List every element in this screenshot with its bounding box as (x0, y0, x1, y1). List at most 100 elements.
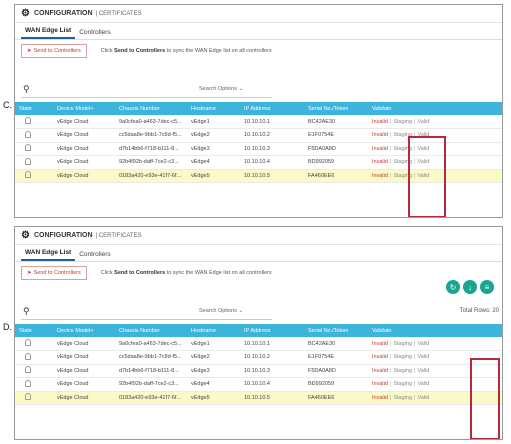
send-icon: ➤ (27, 270, 32, 276)
table-row[interactable]: vEdge Cloud 0183a420-e93e-41f7-6f... vEdge… (15, 169, 502, 183)
validate-valid-option[interactable]: Valid (417, 340, 430, 347)
validate-staging-option[interactable]: Staging (393, 354, 412, 361)
validate-valid-option[interactable]: Valid (417, 145, 430, 152)
hint-pre: Click (100, 48, 115, 54)
validate-valid-option[interactable]: Valid (417, 381, 430, 388)
option-c-panel: ⚙ CONFIGURATION | CERTIFICATES WAN Edge … (14, 4, 503, 218)
chassis-number-cell: d7b14bb6-f718-b111-8... (115, 142, 187, 156)
menu-icon[interactable]: ≡ (480, 280, 494, 294)
table-row[interactable]: vEdge Cloud cc5daa8e-9bb1-7c9d-f5... vEdge… (15, 350, 502, 365)
validate-valid-option[interactable]: Valid (417, 132, 430, 139)
tab-wan-edge-list[interactable]: WAN Edge List (21, 27, 76, 39)
validate-invalid-option[interactable]: Invalid (372, 381, 388, 388)
tab-controllers[interactable]: Controllers (79, 29, 111, 36)
table-row[interactable]: vEdge Cloud d7b14bb6-f718-b111-8... vEdge3… (15, 142, 502, 156)
col-hostname[interactable]: Hostname (187, 324, 240, 337)
validate-invalid-option[interactable]: Invalid (372, 340, 388, 347)
search-options-dropdown[interactable]: Search Options ⌄ (199, 86, 244, 92)
validate-valid-option[interactable]: Valid (417, 118, 430, 125)
download-icon[interactable]: ↓ (463, 280, 477, 294)
search-options-label: Search Options (199, 86, 237, 92)
col-ip-address[interactable]: IP Address (240, 324, 304, 337)
table-row[interactable]: vEdge Cloud 0183a420-e93e-41f7-6f... vEdge… (15, 391, 502, 405)
validate-staging-option[interactable]: Staging (393, 172, 412, 179)
hostname-cell: vEdge5 (187, 169, 240, 183)
table-row[interactable]: vEdge Cloud 9a0cfea0-a463-7dec-c5... vEdge… (15, 115, 502, 129)
search-input[interactable]: ⚲ (21, 306, 272, 320)
validate-staging-option[interactable]: Staging (393, 340, 412, 347)
validate-staging-option[interactable]: Staging (393, 145, 412, 152)
search-options-dropdown[interactable]: Search Options ⌄ (199, 308, 244, 314)
lightbulb-icon (25, 339, 31, 346)
validate-invalid-option[interactable]: Invalid (372, 394, 388, 401)
validate-valid-option[interactable]: Valid (417, 367, 430, 374)
validate-valid-option[interactable]: Valid (417, 354, 430, 361)
col-device-model[interactable]: Device Model+ (53, 102, 115, 115)
validate-staging-option[interactable]: Staging (393, 118, 412, 125)
table-row[interactable]: vEdge Cloud cc5daa8e-9bb1-7c9d-f5... vEdge… (15, 128, 502, 143)
lightbulb-icon (25, 144, 31, 152)
option-letter-c: C. (3, 100, 12, 110)
col-validate[interactable]: Validate (368, 324, 502, 337)
tab-bar: WAN Edge List Controllers (15, 245, 502, 262)
page-title: CONFIGURATION (33, 232, 93, 239)
option-d-panel: ⚙ CONFIGURATION | CERTIFICATES WAN Edge … (14, 226, 503, 440)
search-input[interactable]: ⚲ (21, 84, 272, 98)
hostname-cell: vEdge4 (187, 155, 240, 170)
col-ip-address[interactable]: IP Address (240, 102, 304, 115)
toolbar: ➤ Send to Controllers Click Send to Contr… (15, 40, 502, 62)
col-device-model[interactable]: Device Model+ (53, 324, 115, 337)
validate-staging-option[interactable]: Staging (393, 132, 412, 139)
chassis-number-cell: 0183a420-e93e-41f7-6f... (115, 169, 187, 183)
validate-separator: | (389, 340, 392, 347)
tab-wan-edge-list[interactable]: WAN Edge List (21, 249, 76, 261)
send-icon: ➤ (27, 48, 32, 54)
validate-staging-option[interactable]: Staging (393, 367, 412, 374)
col-hostname[interactable]: Hostname (187, 102, 240, 115)
validate-valid-option[interactable]: Valid (417, 172, 430, 179)
send-to-controllers-button[interactable]: ➤ Send to Controllers (21, 266, 87, 280)
tab-controllers[interactable]: Controllers (79, 251, 111, 258)
hostname-cell: vEdge2 (187, 128, 240, 143)
serial-token-cell: FA460EE6 (304, 169, 368, 183)
col-serial-token[interactable]: Serial No./Token (304, 102, 368, 115)
lightbulb-icon (25, 352, 31, 360)
col-validate[interactable]: Validate (368, 102, 502, 115)
validate-invalid-option[interactable]: Invalid (372, 145, 388, 152)
serial-token-cell: F5DA0A8D (304, 142, 368, 156)
validate-invalid-option[interactable]: Invalid (372, 354, 388, 361)
col-chassis-number[interactable]: Chassis Number (115, 324, 187, 337)
hostname-cell: vEdge3 (187, 142, 240, 156)
validate-invalid-option[interactable]: Invalid (372, 118, 388, 125)
validate-valid-option[interactable]: Valid (417, 159, 430, 166)
send-button-label: Send to Controllers (33, 270, 81, 276)
validate-cell: Invalid | Staging | Valid (368, 128, 502, 143)
validate-invalid-option[interactable]: Invalid (372, 172, 388, 179)
validate-separator: | (414, 172, 416, 179)
lightbulb-icon (25, 171, 31, 179)
validate-staging-option[interactable]: Staging (393, 381, 412, 388)
ip-address-cell: 10.10.10.3 (240, 364, 304, 378)
table-row[interactable]: vEdge Cloud 9a0cfea0-a463-7dec-c5... vEdge… (15, 337, 502, 351)
validate-staging-option[interactable]: Staging (393, 394, 412, 401)
col-state[interactable]: State (15, 102, 53, 115)
validate-invalid-option[interactable]: Invalid (372, 367, 388, 374)
col-chassis-number[interactable]: Chassis Number (115, 102, 187, 115)
validate-invalid-option[interactable]: Invalid (372, 132, 388, 139)
validate-staging-option[interactable]: Staging (393, 159, 412, 166)
col-serial-token[interactable]: Serial No./Token (304, 324, 368, 337)
table-row[interactable]: vEdge Cloud 92b4f92b-daff-7ce2-c3... vEdge… (15, 377, 502, 392)
refresh-icon[interactable]: ↻ (446, 280, 460, 294)
lightbulb-icon (25, 393, 31, 401)
send-to-controllers-button[interactable]: ➤ Send to Controllers (21, 44, 87, 58)
ip-address-cell: 10.10.10.1 (240, 115, 304, 129)
validate-valid-option[interactable]: Valid (417, 394, 430, 401)
col-state[interactable]: State (15, 324, 53, 337)
validate-cell: Invalid | Staging | Valid (368, 142, 502, 156)
state-cell (15, 364, 53, 378)
table-row[interactable]: vEdge Cloud 92b4f92b-daff-7ce2-c3... vEdge… (15, 155, 502, 170)
chassis-number-cell: 0183a420-e93e-41f7-6f... (115, 391, 187, 405)
validate-invalid-option[interactable]: Invalid (372, 159, 388, 166)
table-row[interactable]: vEdge Cloud d7b14bb6-f718-b111-8... vEdge3… (15, 364, 502, 378)
device-model-cell: vEdge Cloud (53, 169, 115, 183)
